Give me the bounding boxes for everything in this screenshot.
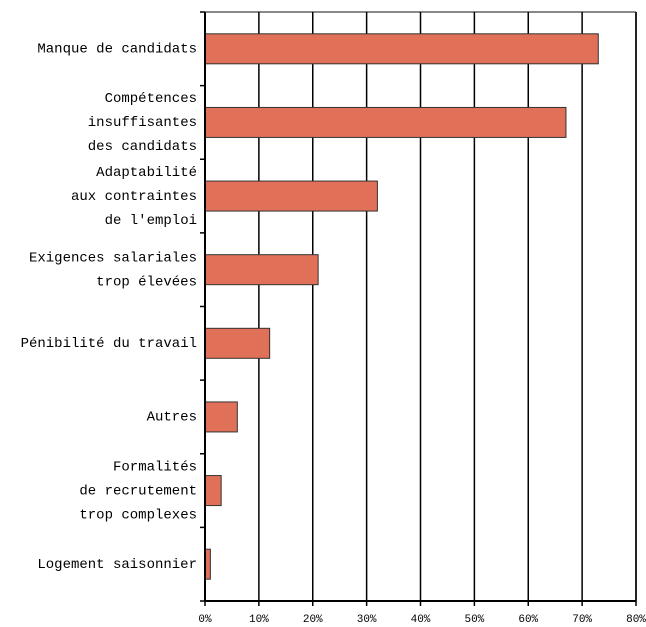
bar	[204, 475, 222, 507]
x-tick-label: 50%	[464, 614, 484, 626]
x-tick-label: 70%	[572, 614, 592, 626]
x-tick-label: 80%	[626, 614, 646, 626]
y-tick-label: trop complexes	[79, 507, 197, 523]
x-tick-label: 10%	[249, 614, 269, 626]
bar	[204, 33, 599, 65]
x-tick-label: 40%	[411, 614, 431, 626]
x-tick-label: 30%	[357, 614, 377, 626]
y-tick-label: Formalités	[113, 459, 197, 475]
bar	[204, 401, 238, 433]
y-tick-label: Compétences	[105, 91, 197, 107]
y-tick-label: trop élevées	[96, 274, 197, 290]
y-tick-label: Autres	[147, 410, 197, 426]
y-tick-label: Adaptabilité	[96, 165, 197, 181]
y-tick-label: Logement saisonnier	[37, 557, 197, 573]
y-tick-label: aux contraintes	[71, 189, 197, 205]
y-tick-label: de recrutement	[79, 483, 197, 499]
bar	[204, 180, 378, 212]
y-tick-label: insuffisantes	[88, 115, 197, 131]
x-tick-label: 20%	[303, 614, 323, 626]
bar	[204, 254, 319, 286]
bar	[204, 327, 271, 359]
y-tick-label: des candidats	[88, 139, 197, 155]
y-tick-label: de l'emploi	[105, 213, 197, 229]
y-tick-label: Pénibilité du travail	[21, 336, 197, 352]
y-tick-label: Exigences salariales	[29, 250, 197, 266]
y-tick-label: Manque de candidats	[37, 42, 197, 58]
bar	[204, 106, 567, 138]
x-tick-label: 60%	[518, 614, 538, 626]
x-tick-label: 0%	[198, 614, 212, 626]
